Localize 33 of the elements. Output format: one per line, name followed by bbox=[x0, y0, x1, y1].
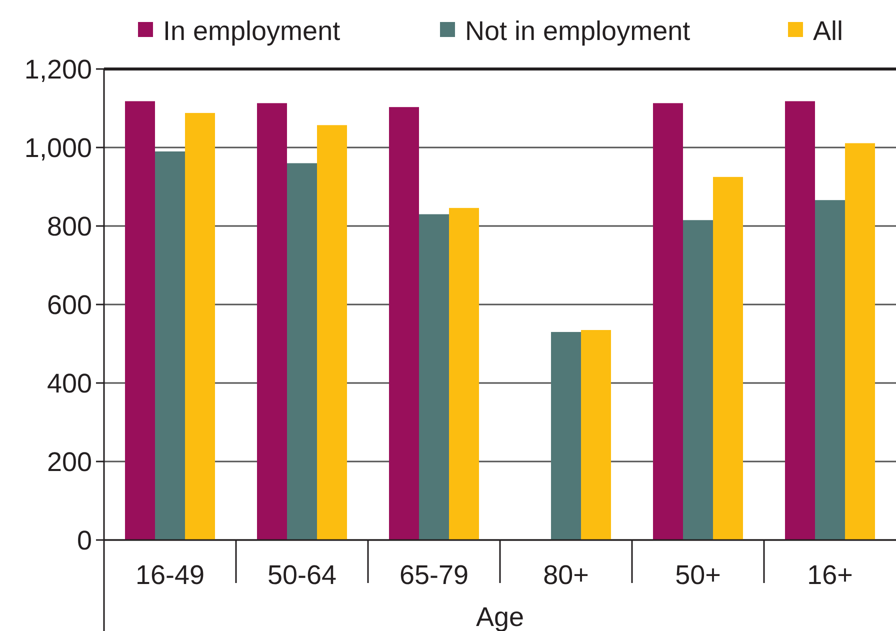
bar bbox=[653, 103, 683, 540]
bar bbox=[785, 101, 815, 540]
x-tick-label: 80+ bbox=[543, 560, 589, 590]
y-tick-label: 600 bbox=[46, 290, 92, 320]
bar bbox=[845, 143, 875, 540]
bar bbox=[581, 330, 611, 540]
bar bbox=[125, 101, 155, 540]
bar bbox=[185, 112, 215, 540]
y-tick-label: 800 bbox=[46, 211, 92, 242]
bar bbox=[419, 214, 449, 540]
x-tick-label: 65-79 bbox=[399, 560, 469, 590]
y-tick-label: 1,000 bbox=[24, 132, 92, 163]
legend-label: In employment bbox=[163, 16, 341, 46]
bar bbox=[683, 220, 713, 540]
y-tick-label: 400 bbox=[46, 368, 92, 398]
y-tick-label: 200 bbox=[46, 446, 92, 477]
bar bbox=[155, 151, 185, 540]
bar bbox=[317, 125, 347, 540]
legend-label: Not in employment bbox=[465, 16, 691, 46]
bar bbox=[551, 332, 581, 540]
bar bbox=[449, 208, 479, 540]
bar bbox=[389, 107, 419, 540]
bar bbox=[287, 163, 317, 540]
bar bbox=[257, 103, 287, 540]
y-tick-label: 0 bbox=[76, 525, 92, 556]
x-tick-label: 50-64 bbox=[267, 560, 337, 590]
legend-label: All bbox=[813, 16, 844, 46]
bar bbox=[815, 200, 845, 540]
bar bbox=[713, 176, 743, 540]
x-tick-label: 50+ bbox=[675, 560, 721, 590]
x-tick-label: 16+ bbox=[807, 560, 853, 590]
x-tick-label: 16-49 bbox=[135, 560, 205, 590]
y-tick-label: 1,200 bbox=[24, 54, 92, 84]
